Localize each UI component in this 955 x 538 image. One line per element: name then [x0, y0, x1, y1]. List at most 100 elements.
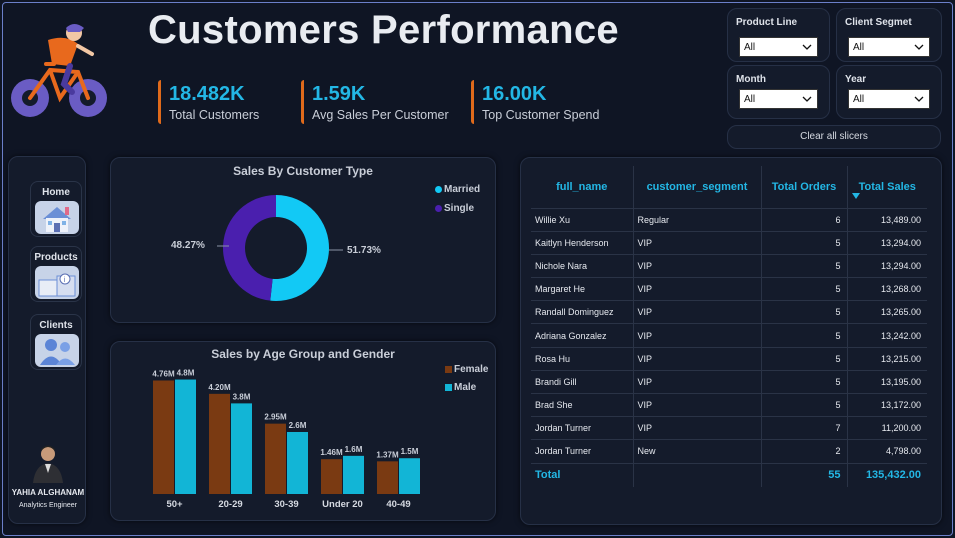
cell-customer-segment: VIP	[633, 392, 762, 417]
cell-customer-segment: VIP	[633, 369, 762, 394]
bar-male-4[interactable]	[399, 458, 420, 494]
cell-full-name: Jordan Turner	[531, 439, 634, 464]
bar-male-2[interactable]	[287, 432, 308, 494]
slicer-title: Product Line	[736, 17, 798, 28]
cell-customer-segment: VIP	[633, 230, 762, 255]
slicer-product-line: Product Line All	[727, 8, 830, 62]
cell-total-orders: 7	[761, 416, 848, 440]
column-header-full-name[interactable]: full_name	[531, 166, 634, 208]
data-label: 3.8M	[233, 392, 251, 401]
users-icon	[35, 334, 79, 367]
kpi-label: Top Customer Spend	[482, 108, 600, 122]
table-row[interactable]: Willie Xu Regular 6 13,489.00	[531, 207, 927, 232]
home-icon	[35, 201, 79, 234]
bar-male-0[interactable]	[175, 379, 196, 494]
donut-slice-single[interactable]	[223, 195, 276, 301]
kpi-label: Total Customers	[169, 108, 260, 122]
nav-home-button[interactable]: Home	[30, 181, 82, 237]
bar-female-4[interactable]	[377, 461, 398, 494]
table-row[interactable]: Nichole Nara VIP 5 13,294.00	[531, 253, 927, 278]
nav-label: Products	[34, 252, 78, 263]
legend-female: Female	[445, 364, 488, 375]
kpi-top-customer: 16.00K Top Customer Spend	[471, 80, 611, 124]
donut-slice-married[interactable]	[270, 195, 330, 301]
table-row[interactable]: Brandi Gill VIP 5 13,195.00	[531, 369, 927, 394]
products-icon: i	[35, 266, 79, 299]
data-label: 4.8M	[177, 369, 195, 378]
cell-total-sales: 13,489.00	[847, 207, 927, 232]
cell-customer-segment: New	[633, 439, 762, 464]
column-header-total-orders[interactable]: Total Orders	[761, 166, 848, 208]
chevron-down-icon	[802, 44, 812, 50]
cell-total-orders: 5	[761, 369, 848, 394]
cell-customer-segment: VIP	[633, 416, 762, 440]
product-line-dropdown[interactable]: All	[739, 37, 818, 57]
cell-customer-segment: VIP	[633, 253, 762, 278]
chevron-down-icon	[802, 96, 812, 102]
column-header-label: Total Sales	[858, 180, 916, 193]
bar-male-3[interactable]	[343, 455, 364, 494]
slice-label-single: 48.27%	[171, 240, 205, 251]
cell-total-sales: 13,294.00	[847, 230, 927, 255]
author-role: Analytics Engineer	[19, 502, 77, 509]
bar-female-0[interactable]	[153, 380, 174, 494]
data-label: 1.46M	[320, 448, 343, 457]
cell-total-sales: 13,265.00	[847, 300, 927, 324]
kpi-avg-sales: 1.59K Avg Sales Per Customer	[301, 80, 451, 124]
cell-full-name: Brandi Gill	[531, 369, 634, 394]
table-total-row: Total 55 135,432.00	[531, 462, 927, 488]
table-row[interactable]: Rosa Hu VIP 5 13,215.00	[531, 346, 927, 371]
year-dropdown[interactable]: All	[848, 89, 930, 109]
cell-total-orders: 5	[761, 300, 848, 324]
bar-female-1[interactable]	[209, 393, 230, 494]
cell-total-sales: 11,200.00	[847, 416, 927, 440]
cell-total-sales: 13,172.00	[847, 392, 927, 417]
table-row[interactable]: Kaitlyn Henderson VIP 5 13,294.00	[531, 230, 927, 255]
clear-slicers-button[interactable]: Clear all slicers	[727, 125, 941, 149]
svg-text:i: i	[64, 276, 66, 284]
cell-full-name: Brad She	[531, 392, 634, 417]
cell-total-orders: 5	[761, 323, 848, 348]
cell-total-orders: 5	[761, 392, 848, 417]
table-row[interactable]: Randall Dominguez VIP 5 13,265.00	[531, 300, 927, 324]
sort-desc-icon	[851, 193, 860, 199]
cell-full-name: Nichole Nara	[531, 253, 634, 278]
data-label: 1.6M	[345, 445, 363, 454]
cell-total-orders: 5	[761, 277, 848, 301]
legend-male: Male	[445, 382, 476, 393]
nav-clients-button[interactable]: Clients	[30, 314, 82, 370]
cell-total-sales: 13,268.00	[847, 277, 927, 301]
bar-male-1[interactable]	[231, 403, 252, 494]
data-label: 2.6M	[289, 421, 307, 430]
month-dropdown[interactable]: All	[739, 89, 818, 109]
cell-total-sales: 4,798.00	[847, 439, 927, 464]
data-label: 4.20M	[208, 383, 231, 392]
table-row[interactable]: Jordan Turner VIP 7 11,200.00	[531, 416, 927, 440]
kpi-value: 1.59K	[312, 83, 366, 105]
dropdown-value: All	[853, 94, 865, 105]
table-row[interactable]: Adriana Gonzalez VIP 5 13,242.00	[531, 323, 927, 348]
cell-full-name: Adriana Gonzalez	[531, 323, 634, 348]
nav-products-button[interactable]: Products i	[30, 246, 82, 302]
legend-married: Married	[435, 184, 480, 195]
legend-label: Female	[454, 364, 489, 375]
bar-female-2[interactable]	[265, 423, 286, 494]
column-header-total-sales[interactable]: Total Sales	[847, 166, 927, 208]
client-segment-dropdown[interactable]: All	[848, 37, 930, 57]
legend-single: Single	[435, 203, 474, 214]
data-label: 1.37M	[376, 450, 399, 459]
dropdown-value: All	[744, 94, 756, 105]
cell-full-name: Rosa Hu	[531, 346, 634, 371]
table-row[interactable]: Margaret He VIP 5 13,268.00	[531, 277, 927, 301]
legend-label: Married	[444, 184, 481, 195]
top-customers-table-card: full_name customer_segment Total Orders …	[520, 157, 942, 525]
column-header-customer-segment[interactable]: customer_segment	[633, 166, 762, 208]
cell-full-name: Kaitlyn Henderson	[531, 230, 634, 255]
x-tick-label: 20-29	[218, 499, 242, 510]
bar-female-3[interactable]	[321, 459, 342, 494]
data-label: 1.5M	[401, 447, 419, 456]
table-row[interactable]: Brad She VIP 5 13,172.00	[531, 392, 927, 417]
table-row[interactable]: Jordan Turner New 2 4,798.00	[531, 439, 927, 464]
total-empty	[633, 462, 762, 488]
nav-label: Home	[42, 187, 70, 198]
